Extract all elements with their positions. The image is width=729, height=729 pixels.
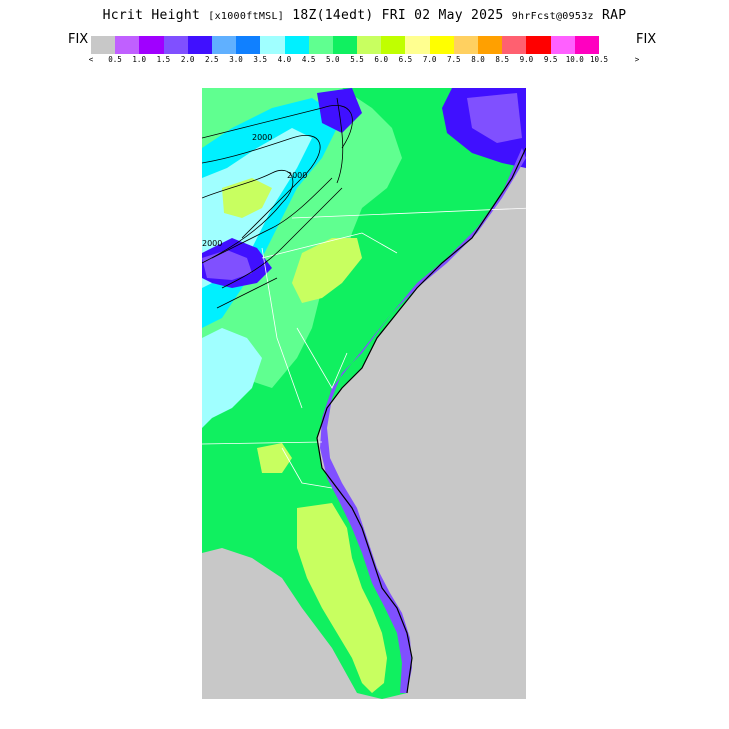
legend-tick-label: 9.5 <box>543 55 558 64</box>
chart-title: Hcrit Height [x1000ftMSL] 18Z(14edt) FRI… <box>0 8 729 23</box>
legend-swatch <box>574 36 599 54</box>
legend-tick-label: 0.5 <box>108 55 122 64</box>
legend-swatch <box>91 36 116 54</box>
legend-tick-labels: <0.5 1.0 1.5 2.0 2.5 3.0 3.5 4.0 4.5 5.0 5.5 6.0 6.5… <box>80 55 650 67</box>
legend-tick-label: 3.0 <box>229 55 243 64</box>
peninsula-yellow-green <box>297 503 387 693</box>
legend-swatch <box>284 36 309 54</box>
legend-tick-label: 2.5 <box>205 55 219 64</box>
legend-swatch <box>187 36 212 54</box>
state-boundaries <box>202 207 526 489</box>
title-forecast: 9hrFcst@0953z <box>511 11 594 22</box>
legend-tick-label: 1.5 <box>156 55 171 64</box>
fix-right-label: FIX <box>636 32 657 47</box>
legend-tick-label: 5.0 <box>326 55 340 64</box>
legend-tick-label: 7.5 <box>447 55 461 64</box>
blue-pocket-north <box>317 88 362 133</box>
map-panel: 2000 2000 2000 <box>202 88 526 699</box>
legend-swatch <box>453 36 478 54</box>
legend-swatch <box>381 36 406 54</box>
legend-tick-label: > <box>634 55 640 64</box>
legend-tick-label: 6.5 <box>398 55 413 64</box>
legend-swatch <box>260 36 285 54</box>
legend-tick-label: 10.0 <box>565 55 584 64</box>
legend-tick-label: 2.0 <box>180 55 195 64</box>
legend-swatch <box>332 36 358 54</box>
cyan-west-area <box>202 328 262 428</box>
legend-swatch <box>357 36 382 54</box>
legend-tick-label: 8.0 <box>471 55 485 64</box>
coastline <box>316 147 526 694</box>
legend-swatch <box>502 36 527 54</box>
contour-label: 2000 <box>287 171 307 180</box>
title-units: [x1000ftMSL] <box>208 11 285 22</box>
legend-swatch <box>526 36 551 54</box>
legend-swatch <box>550 36 575 54</box>
interior-yellow-green <box>292 238 362 303</box>
title-model: RAP <box>602 8 627 23</box>
legend-tick-label: 6.0 <box>374 55 388 64</box>
purple-pocket-northeast <box>467 93 522 143</box>
legend-tick-label: 9.0 <box>519 55 534 64</box>
legend-tick-label: 1.0 <box>132 55 146 64</box>
legend-swatch <box>478 36 503 54</box>
legend-tick-label: 3.5 <box>253 55 267 64</box>
legend-swatch <box>308 36 333 54</box>
legend-swatch <box>429 36 454 54</box>
legend-swatch <box>139 36 164 54</box>
title-time: 18Z(14edt) FRI 02 May 2025 <box>292 8 504 23</box>
legend-tick-label: 10.5 <box>589 55 609 64</box>
fix-left-label: FIX <box>68 32 89 47</box>
legend-swatch <box>405 36 430 54</box>
legend-tick-label: 8.5 <box>495 55 509 64</box>
legend-swatch <box>211 36 237 54</box>
legend-tick-label: 4.0 <box>277 55 292 64</box>
northern-yellow-green <box>222 178 272 218</box>
contour-lines <box>202 97 353 309</box>
legend-swatch <box>115 36 140 54</box>
legend-tick-label: 4.5 <box>301 55 316 64</box>
legend-tick-label: < <box>88 55 94 64</box>
color-legend <box>91 36 599 54</box>
title-main: Hcrit Height <box>102 8 201 23</box>
purple-pocket-west <box>202 250 252 280</box>
legend-tick-label: 7.0 <box>422 55 437 64</box>
contour-label-group: 2000 2000 2000 <box>202 133 307 248</box>
contour-label: 2000 <box>202 239 222 248</box>
legend-tick-label: 5.5 <box>350 55 364 64</box>
legend-swatch <box>236 36 261 54</box>
contour-label: 2000 <box>252 133 272 142</box>
legend-swatch <box>163 36 188 54</box>
